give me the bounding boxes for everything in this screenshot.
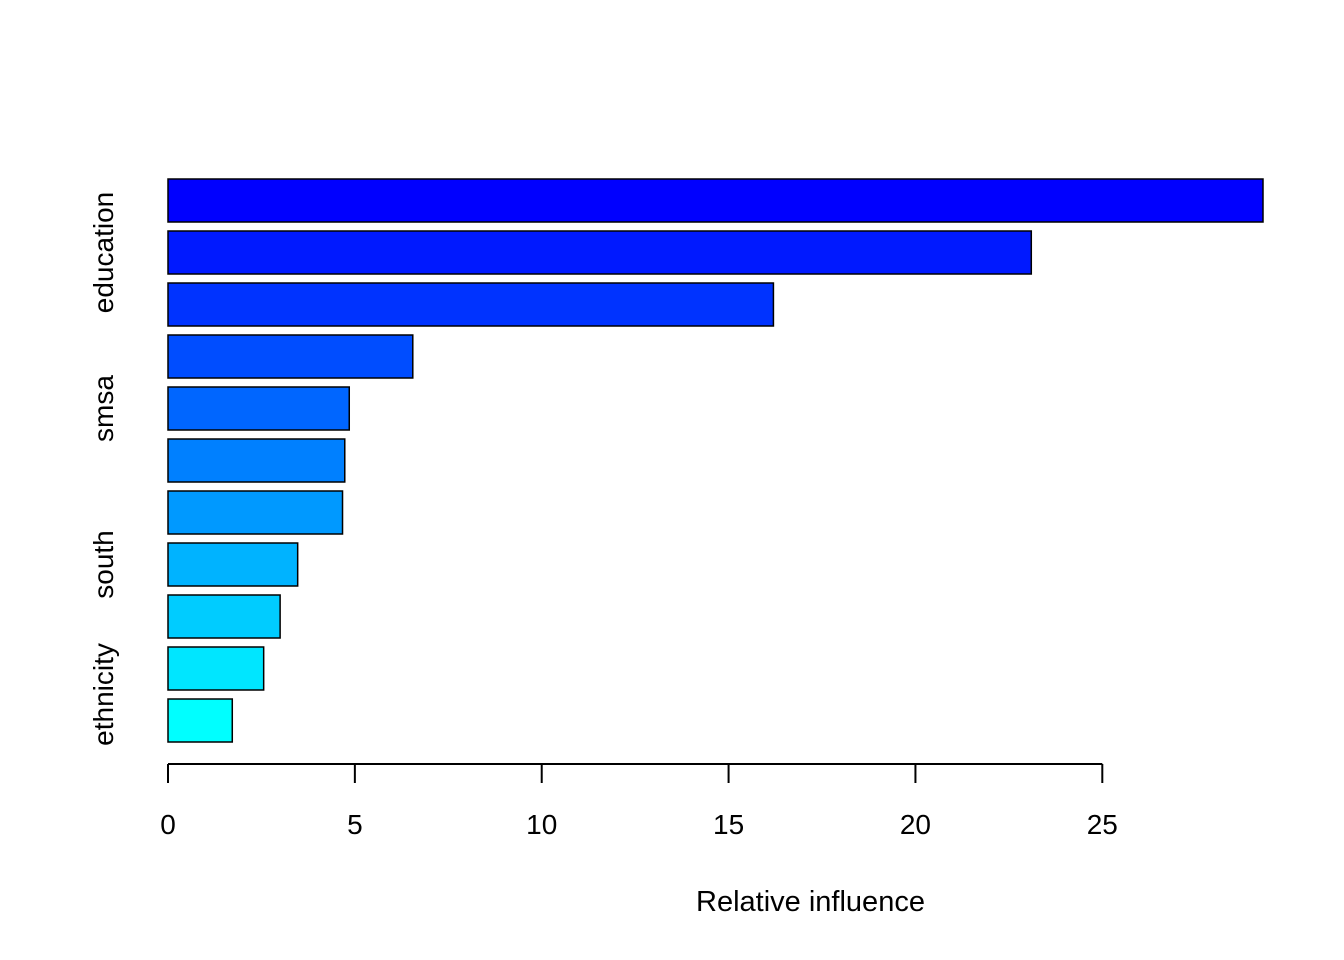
category-labels: education smsa south ethnicity	[88, 192, 119, 746]
x-tick-label-15: 15	[713, 809, 744, 840]
x-tick-label-25: 25	[1087, 809, 1118, 840]
bar-7	[167, 490, 344, 535]
bar-5	[167, 386, 351, 431]
bar-3	[167, 282, 775, 327]
category-label-ethnicity: ethnicity	[88, 643, 119, 746]
x-tick-label-20: 20	[900, 809, 931, 840]
x-axis: 0 5 10 15 20 25	[160, 763, 1118, 840]
bar-1	[167, 178, 1264, 223]
category-label-education: education	[88, 192, 119, 313]
x-tick-label-5: 5	[347, 809, 363, 840]
bar-2	[167, 230, 1033, 275]
bar-10	[167, 646, 265, 691]
bars	[167, 178, 1264, 743]
category-label-south: south	[88, 530, 119, 599]
bar-9	[167, 594, 281, 639]
x-tick-label-10: 10	[526, 809, 557, 840]
bar-11	[167, 698, 234, 743]
bar-8	[167, 542, 299, 587]
x-axis-title: Relative influence	[696, 886, 925, 918]
x-tick-label-0: 0	[160, 809, 176, 840]
category-label-smsa: smsa	[88, 375, 119, 442]
bar-6	[167, 438, 346, 483]
bar-4	[167, 334, 414, 379]
